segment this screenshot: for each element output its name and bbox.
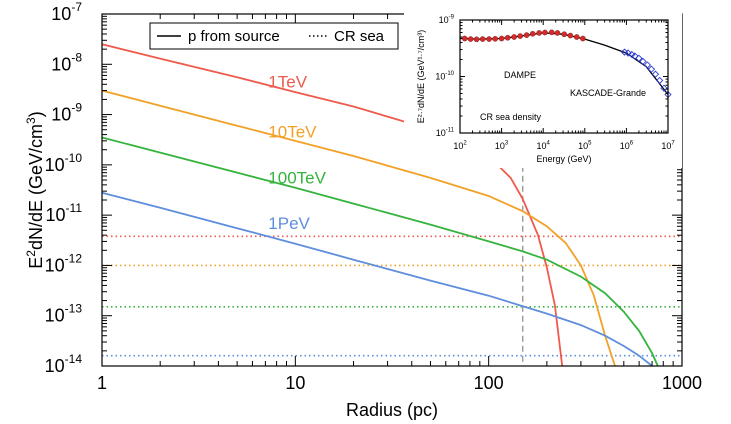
y-tick-label: 10-14: [45, 352, 83, 376]
dampe-point: [580, 35, 586, 42]
series-label: 1TeV: [268, 73, 307, 92]
dampe-point: [492, 35, 498, 42]
x-tick-label: 1000: [662, 373, 702, 393]
kascade-point: [635, 54, 643, 62]
dampe-point: [573, 34, 580, 40]
main-plot: 1TeV 10TeV 100TeV 1PeV 1 10 100 1000 10-7 10-8 10-…: [24, 0, 702, 420]
y-tick-label: 10-13: [45, 302, 83, 326]
x-tick-label: 1: [97, 373, 107, 393]
inset-x-tick-label: 103: [495, 141, 509, 152]
kascade-point: [660, 84, 668, 92]
kascade-point: [643, 61, 652, 69]
dampe-point: [517, 33, 524, 39]
y-tick-label: 10-10: [45, 151, 83, 175]
dampe-point: [536, 30, 542, 36]
inset-plot: 102 103 104 105 106 107 10-9 10-10 10-11 Energy (…: [404, 6, 682, 168]
series-line: [101, 89, 616, 367]
inset-x-tick-label: 104: [537, 141, 551, 152]
inset-x-axis-label: Energy (GeV): [536, 154, 591, 164]
legend-label: CR sea: [334, 28, 385, 45]
series-line: [101, 136, 659, 367]
series-label: 1PeV: [268, 214, 310, 233]
inset-y-axis-label: E²·⁷dN/dE (GeV¹·⁷/cm³): [416, 30, 426, 124]
plot-frame: [101, 13, 683, 367]
dampe-point: [567, 32, 574, 39]
inset-y-tick-label: 10-9: [439, 15, 455, 26]
dampe-label: DAMPE: [504, 70, 536, 80]
kascade-point: [631, 52, 639, 60]
dampe-point: [479, 36, 486, 42]
kascade-point: [651, 70, 660, 78]
inset-x-tick-label: 107: [661, 141, 675, 152]
dampe-point: [504, 34, 511, 41]
legend-box: [149, 22, 399, 50]
dampe-point: [554, 30, 561, 36]
inset-x-tick-label: 106: [620, 141, 634, 152]
dampe-point: [548, 29, 555, 36]
kascade-point: [639, 57, 647, 66]
dampe-point: [542, 29, 548, 36]
y-tick-label: 10-8: [51, 50, 82, 74]
dampe-point: [461, 35, 468, 42]
dampe-point: [486, 36, 492, 42]
series-label: 10TeV: [268, 123, 317, 142]
y-tick-label: 10-7: [51, 0, 82, 24]
x-axis-label: Radius (pc): [346, 400, 438, 420]
inset-y-tick-label: 10-11: [436, 128, 455, 139]
series-label: 100TeV: [268, 169, 326, 188]
y-tick-label: 10-9: [51, 101, 82, 125]
dampe-point: [523, 32, 530, 38]
legend-label: p from source: [188, 28, 280, 45]
kascade-point: [656, 76, 664, 85]
inset-annotation: CR sea density: [480, 112, 542, 122]
x-tick-label: 100: [474, 373, 504, 393]
dampe-point: [498, 35, 505, 42]
series-line: [101, 191, 653, 367]
y-tick-label: 10-11: [46, 201, 83, 225]
kascade-label: KASCADE-Grande: [570, 88, 646, 98]
dampe-point: [511, 34, 517, 40]
dampe-point: [529, 30, 536, 37]
inset-x-tick-label: 105: [578, 141, 592, 152]
dampe-point: [473, 36, 480, 43]
inset-y-tick-label: 10-10: [435, 71, 454, 82]
kascade-point: [647, 65, 656, 73]
y-axis-label: E2dN/dE (GeV/cm3): [24, 111, 46, 268]
inset-x-tick-label: 102: [453, 141, 467, 152]
y-tick-label: 10-12: [45, 251, 83, 275]
kascade-point: [624, 49, 632, 57]
dampe-point: [467, 36, 474, 42]
dampe-point: [561, 31, 568, 38]
x-tick-label: 10: [285, 373, 305, 393]
